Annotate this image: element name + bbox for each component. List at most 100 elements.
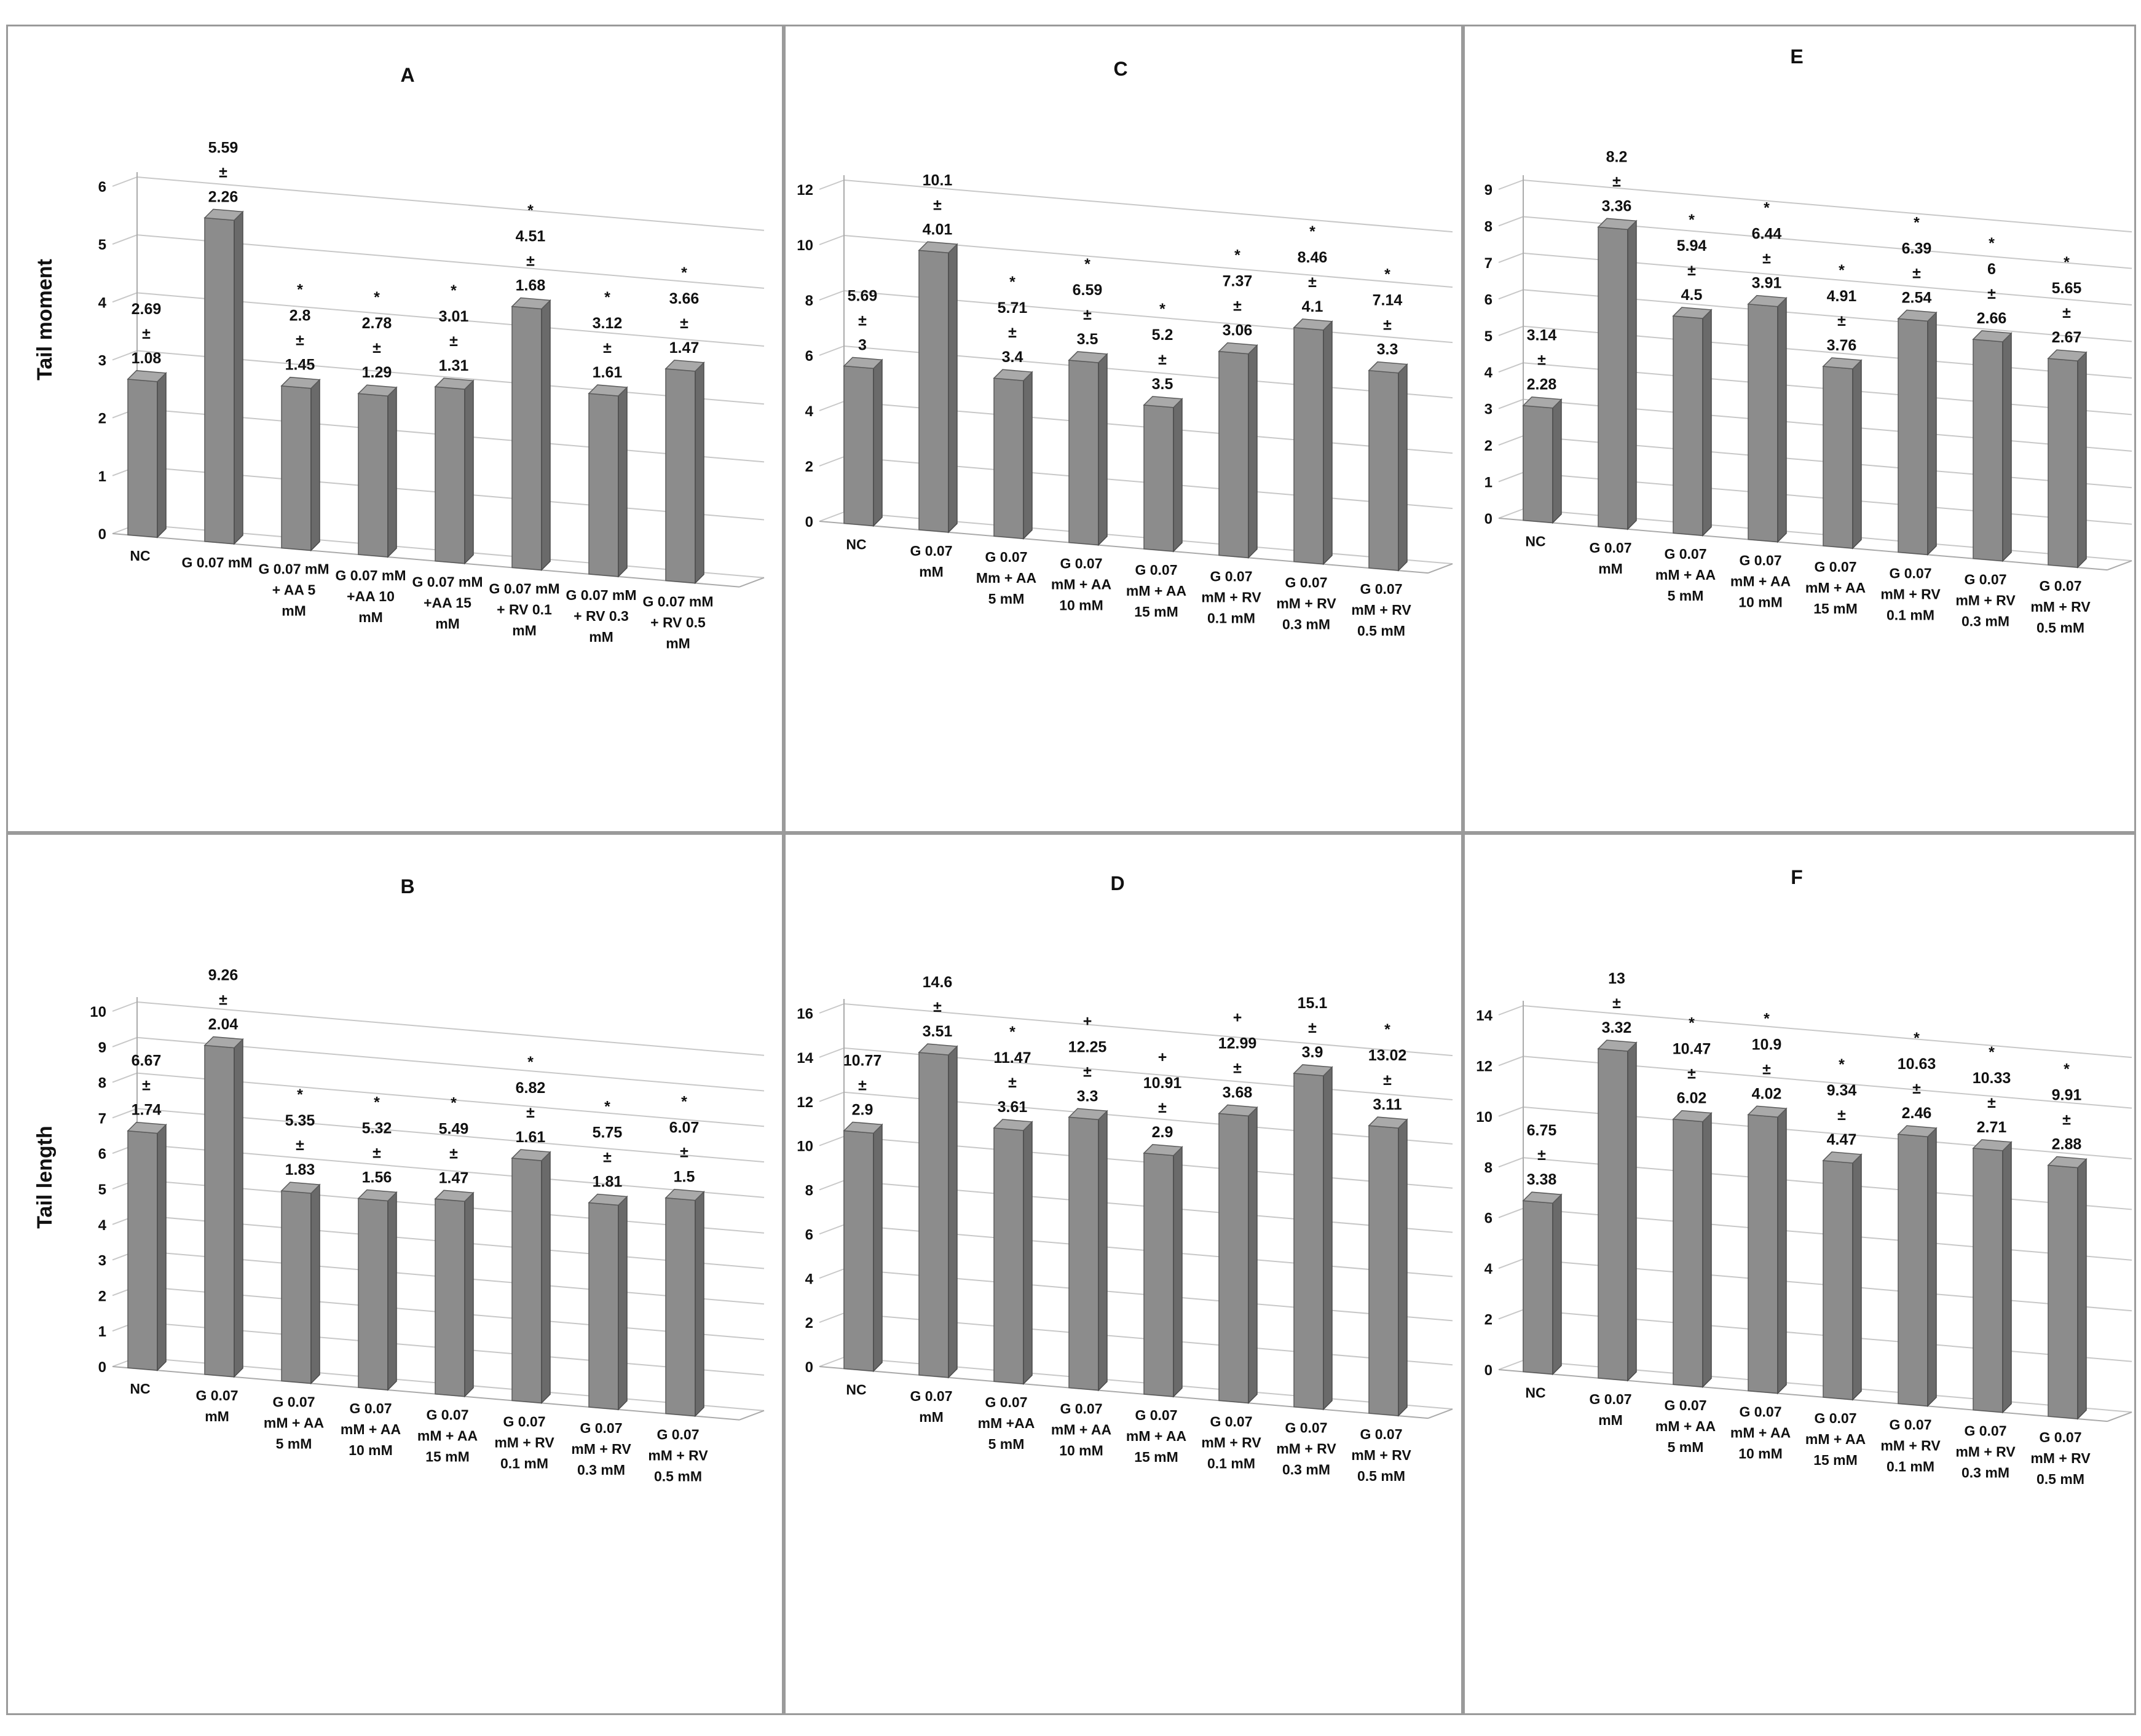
x-tick-label: + AA 5: [272, 582, 316, 598]
error-label: 1.61: [516, 1129, 546, 1146]
data-label: 5.59: [208, 139, 239, 156]
error-label: 1.81: [593, 1174, 623, 1191]
x-tick-label: mM + RV: [1955, 1444, 2016, 1460]
data-label: 8.2: [1606, 148, 1628, 165]
chart-a: A 0 1 2 3 4 5 6 1.08 ±2.69 NC 2.26 ±5.59 G 0.07 mM 1.4…: [98, 64, 765, 652]
panel-b: B 0 1 2 3 4 5 6 7 8 9 10 1.74 ±6.67 NC 2.04 ±9.26 G 0.07 m…: [6, 833, 784, 1715]
x-tick-label: G 0.07: [1060, 1401, 1102, 1417]
y-tick-label: 12: [797, 182, 813, 199]
error-label: 3.5: [1152, 376, 1173, 393]
bar-side: [1398, 1118, 1408, 1417]
error-label: 6.02: [1677, 1090, 1707, 1107]
plus-minus: ±: [1008, 324, 1017, 341]
data-label: 2.78: [362, 315, 392, 332]
x-tick-label: 0.3 mM: [1282, 617, 1330, 633]
gridline-side: [112, 1072, 138, 1083]
data-label: 12.25: [1068, 1038, 1107, 1055]
error-label: 1.68: [516, 277, 546, 294]
x-tick-label: mM + RV: [1351, 602, 1411, 618]
x-tick-label: NC: [1525, 533, 1545, 549]
plus-minus: ±: [1612, 995, 1621, 1012]
bar-top: [664, 1188, 705, 1201]
y-tick-label: 6: [805, 1226, 813, 1243]
gridline: [843, 1003, 1453, 1057]
bar-top: [1293, 1064, 1333, 1076]
data-label: 7.37: [1223, 273, 1253, 290]
gridline-side: [1498, 1106, 1524, 1117]
bar: [2048, 1164, 2078, 1419]
plus-minus: ±: [933, 998, 942, 1016]
bar-side: [695, 1190, 704, 1418]
bar: [1293, 327, 1324, 565]
x-tick-label: Mm + AA: [976, 570, 1036, 586]
bar-top: [1822, 1151, 1863, 1164]
bar-side: [1323, 1066, 1333, 1411]
x-tick-label: G 0.07 mM: [642, 594, 713, 610]
plus-minus: ±: [526, 253, 535, 270]
bar: [1143, 1152, 1174, 1397]
bar-side: [234, 210, 243, 545]
x-tick-label: NC: [130, 1381, 150, 1397]
significance-mark: *: [527, 202, 534, 219]
bar-side: [1173, 1145, 1183, 1398]
y-tick-label: 10: [797, 237, 813, 254]
x-tick-label: 5 mM: [1668, 588, 1704, 604]
error-label: 1.47: [439, 1169, 469, 1186]
x-tick-label: 0.5 mM: [654, 1469, 702, 1485]
plus-minus: ±: [858, 1076, 867, 1094]
x-tick-label: G 0.07 mM: [412, 574, 483, 590]
data-label: 9.34: [1827, 1082, 1857, 1099]
bar-side: [2002, 332, 2012, 562]
x-tick-label: mM + RV: [2030, 599, 2091, 615]
error-label: 2.46: [1902, 1105, 1932, 1122]
bar-side: [1098, 353, 1108, 546]
x-tick-label: G 0.07: [1739, 1404, 1781, 1420]
significance-mark: *: [1689, 1015, 1695, 1032]
x-tick-label: mM + AA: [1805, 580, 1866, 596]
bar-side: [2077, 351, 2087, 569]
y-tick-label: 8: [1485, 1159, 1492, 1176]
x-tick-label: G 0.07: [1814, 559, 1856, 575]
gridline-side: [1498, 180, 1524, 190]
x-tick-label: G 0.07: [985, 549, 1027, 565]
panel-c: C 0 2 4 6 8 10 12 3 ±5.69 NC 4.01 ±10.1 G 0.07 mM 3.4 ±5…: [784, 25, 1463, 833]
data-label: 7.14: [1373, 292, 1403, 309]
bar-top: [918, 1043, 958, 1055]
error-label: 1.74: [132, 1102, 162, 1119]
bar: [1823, 366, 1853, 549]
x-tick-label: mM + RV: [648, 1448, 708, 1464]
plus-minus: ±: [1912, 264, 1921, 282]
gridline-side: [819, 1357, 845, 1367]
significance-mark: *: [1914, 1030, 1920, 1047]
data-label: 10.9: [1752, 1036, 1782, 1053]
significance-mark: *: [374, 289, 380, 306]
y-axis-label-bottom: Tail length: [33, 1126, 57, 1229]
bar-side: [1173, 398, 1183, 553]
x-tick-label: mM + AA: [1655, 1418, 1716, 1434]
x-tick-label: mM: [282, 602, 306, 618]
significance-mark: *: [1309, 223, 1315, 240]
bar-side: [873, 358, 883, 527]
x-tick-label: +AA 10: [347, 588, 395, 604]
error-label: 2.26: [208, 188, 239, 205]
gridline-side: [819, 1047, 845, 1058]
y-tick-label: 2: [1485, 438, 1492, 454]
y-tick-label: 0: [1485, 511, 1492, 527]
bar-top: [2047, 349, 2088, 361]
bar: [127, 1130, 158, 1371]
significance-mark: *: [604, 1099, 610, 1116]
data-label: 10.1: [923, 172, 953, 189]
plus-minus: ±: [1987, 1094, 1996, 1111]
x-tick-label: 10 mM: [349, 1442, 393, 1458]
bar-side: [1627, 219, 1637, 531]
error-label: 2.28: [1527, 376, 1557, 393]
y-tick-label: 14: [1476, 1008, 1492, 1024]
bar: [358, 393, 388, 558]
bar-side: [1627, 1041, 1637, 1382]
x-tick-label: G 0.07: [1285, 1420, 1327, 1436]
x-tick-label: G 0.07: [1135, 562, 1177, 578]
error-label: 1.08: [132, 350, 162, 367]
bar: [1523, 1200, 1553, 1375]
x-tick-label: 10 mM: [1059, 1443, 1103, 1459]
x-tick-label: 0.1 mM: [500, 1455, 548, 1471]
